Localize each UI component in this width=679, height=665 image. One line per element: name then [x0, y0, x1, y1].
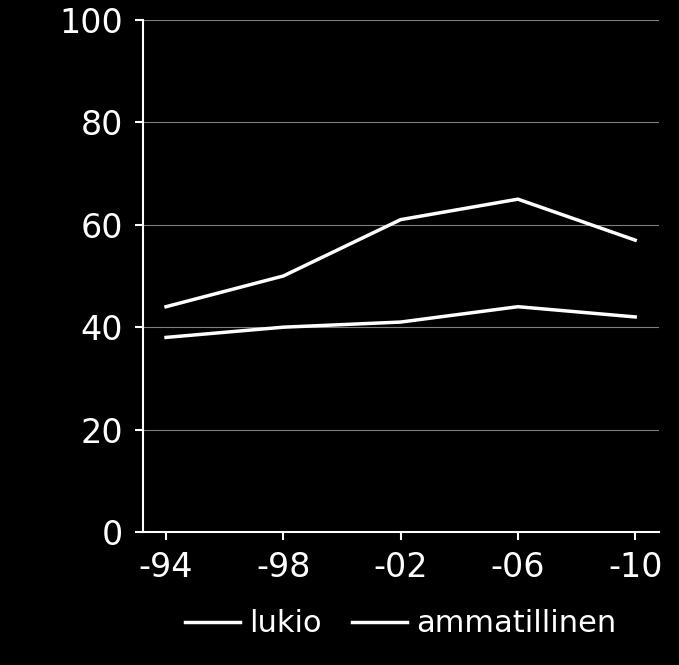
lukio [631, 236, 639, 244]
lukio [397, 215, 405, 223]
ammatillinen [514, 303, 522, 311]
ammatillinen [397, 318, 405, 326]
lukio [162, 303, 170, 311]
Line: lukio: lukio [166, 200, 635, 307]
lukio [279, 272, 287, 280]
ammatillinen [631, 313, 639, 321]
ammatillinen [279, 323, 287, 331]
ammatillinen [162, 333, 170, 341]
lukio [514, 196, 522, 203]
Legend: lukio, ammatillinen: lukio, ammatillinen [172, 597, 629, 650]
Line: ammatillinen: ammatillinen [166, 307, 635, 337]
